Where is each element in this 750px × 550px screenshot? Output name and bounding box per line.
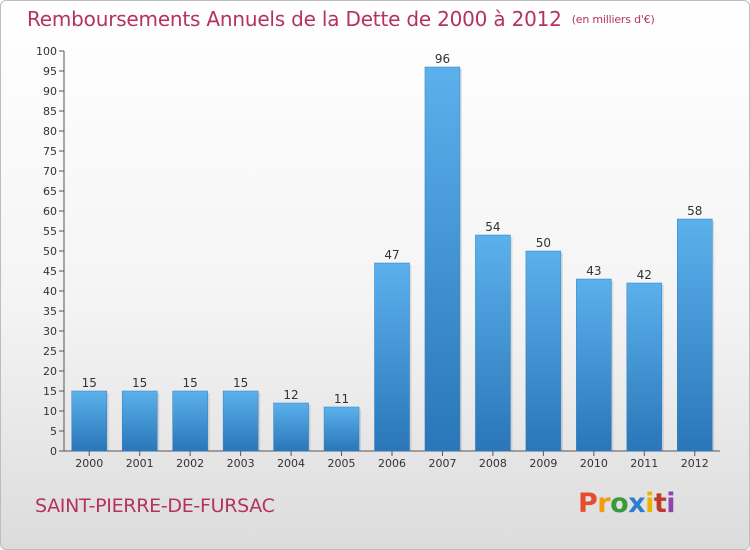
bar-value-label: 43 (586, 264, 601, 278)
bar (273, 402, 309, 452)
y-tick-label: 75 (43, 145, 57, 158)
commune-name: SAINT-PIERRE-DE-FURSAC (35, 495, 275, 517)
chart-title-text: Remboursements Annuels de la Dette de 20… (27, 7, 562, 31)
x-tick-label: 2003 (227, 457, 255, 470)
bar (626, 282, 663, 452)
y-tick-label: 15 (43, 385, 57, 398)
bar-value-label: 96 (435, 52, 450, 66)
bar-value-label: 15 (82, 376, 97, 390)
bar-value-label: 12 (283, 388, 298, 402)
logo-letter: t (653, 488, 667, 519)
bar (323, 406, 360, 452)
y-tick-label: 40 (43, 285, 57, 298)
bar-value-label: 15 (183, 376, 198, 390)
y-tick-label: 85 (43, 105, 57, 118)
bar (172, 390, 208, 452)
y-tick-label: 70 (43, 165, 57, 178)
bar-value-label: 47 (384, 248, 399, 262)
logo-letter: o (610, 488, 629, 519)
bar-value-label: 11 (334, 392, 349, 406)
y-tick-label: 25 (43, 345, 57, 358)
logo-letter: x (628, 488, 646, 519)
y-tick-label: 35 (43, 305, 57, 318)
y-tick-label: 20 (43, 365, 57, 378)
bar-value-label: 42 (637, 268, 652, 282)
bar (71, 390, 107, 452)
proxiti-logo: Proxiti (578, 488, 676, 519)
x-tick-label: 2012 (681, 457, 709, 470)
bar (525, 250, 562, 452)
bar-value-label: 15 (132, 376, 147, 390)
y-tick-label: 10 (43, 405, 57, 418)
bar (222, 390, 259, 452)
bar (576, 278, 612, 452)
x-tick-label: 2006 (378, 457, 406, 470)
x-tick-label: 2000 (75, 457, 103, 470)
logo-letter: i (645, 488, 654, 519)
y-tick-label: 90 (43, 85, 57, 98)
logo-letter: i (666, 488, 676, 519)
y-tick-label: 100 (36, 45, 57, 58)
y-tick-label: 50 (43, 245, 57, 258)
y-tick-label: 55 (43, 225, 57, 238)
x-tick-label: 2010 (580, 457, 608, 470)
x-tick-label: 2008 (479, 457, 507, 470)
bar-value-label: 15 (233, 376, 248, 390)
y-tick-label: 60 (43, 205, 57, 218)
x-tick-label: 2007 (428, 457, 456, 470)
y-tick-label: 5 (50, 425, 57, 438)
bar-value-label: 54 (485, 220, 500, 234)
bar (121, 390, 158, 452)
chart-title: Remboursements Annuels de la Dette de 20… (27, 7, 655, 31)
y-tick-label: 80 (43, 125, 57, 138)
x-tick-label: 2009 (529, 457, 557, 470)
logo-letter: r (597, 488, 611, 519)
x-tick-label: 2011 (630, 457, 658, 470)
y-tick-label: 45 (43, 265, 57, 278)
x-tick-label: 2005 (328, 457, 356, 470)
y-tick-label: 0 (50, 445, 57, 458)
bar (424, 66, 461, 452)
chart-unit: (en milliers d'€) (571, 13, 655, 26)
y-tick-label: 95 (43, 65, 57, 78)
logo-letter: P (578, 488, 598, 519)
y-tick-label: 65 (43, 185, 57, 198)
y-tick-label: 30 (43, 325, 57, 338)
bar (374, 262, 410, 452)
bar-value-label: 50 (536, 236, 551, 250)
bar (677, 218, 713, 452)
bar-value-label: 58 (687, 204, 702, 218)
bar (475, 234, 511, 452)
x-tick-label: 2001 (126, 457, 154, 470)
x-tick-label: 2002 (176, 457, 204, 470)
x-tick-label: 2004 (277, 457, 305, 470)
